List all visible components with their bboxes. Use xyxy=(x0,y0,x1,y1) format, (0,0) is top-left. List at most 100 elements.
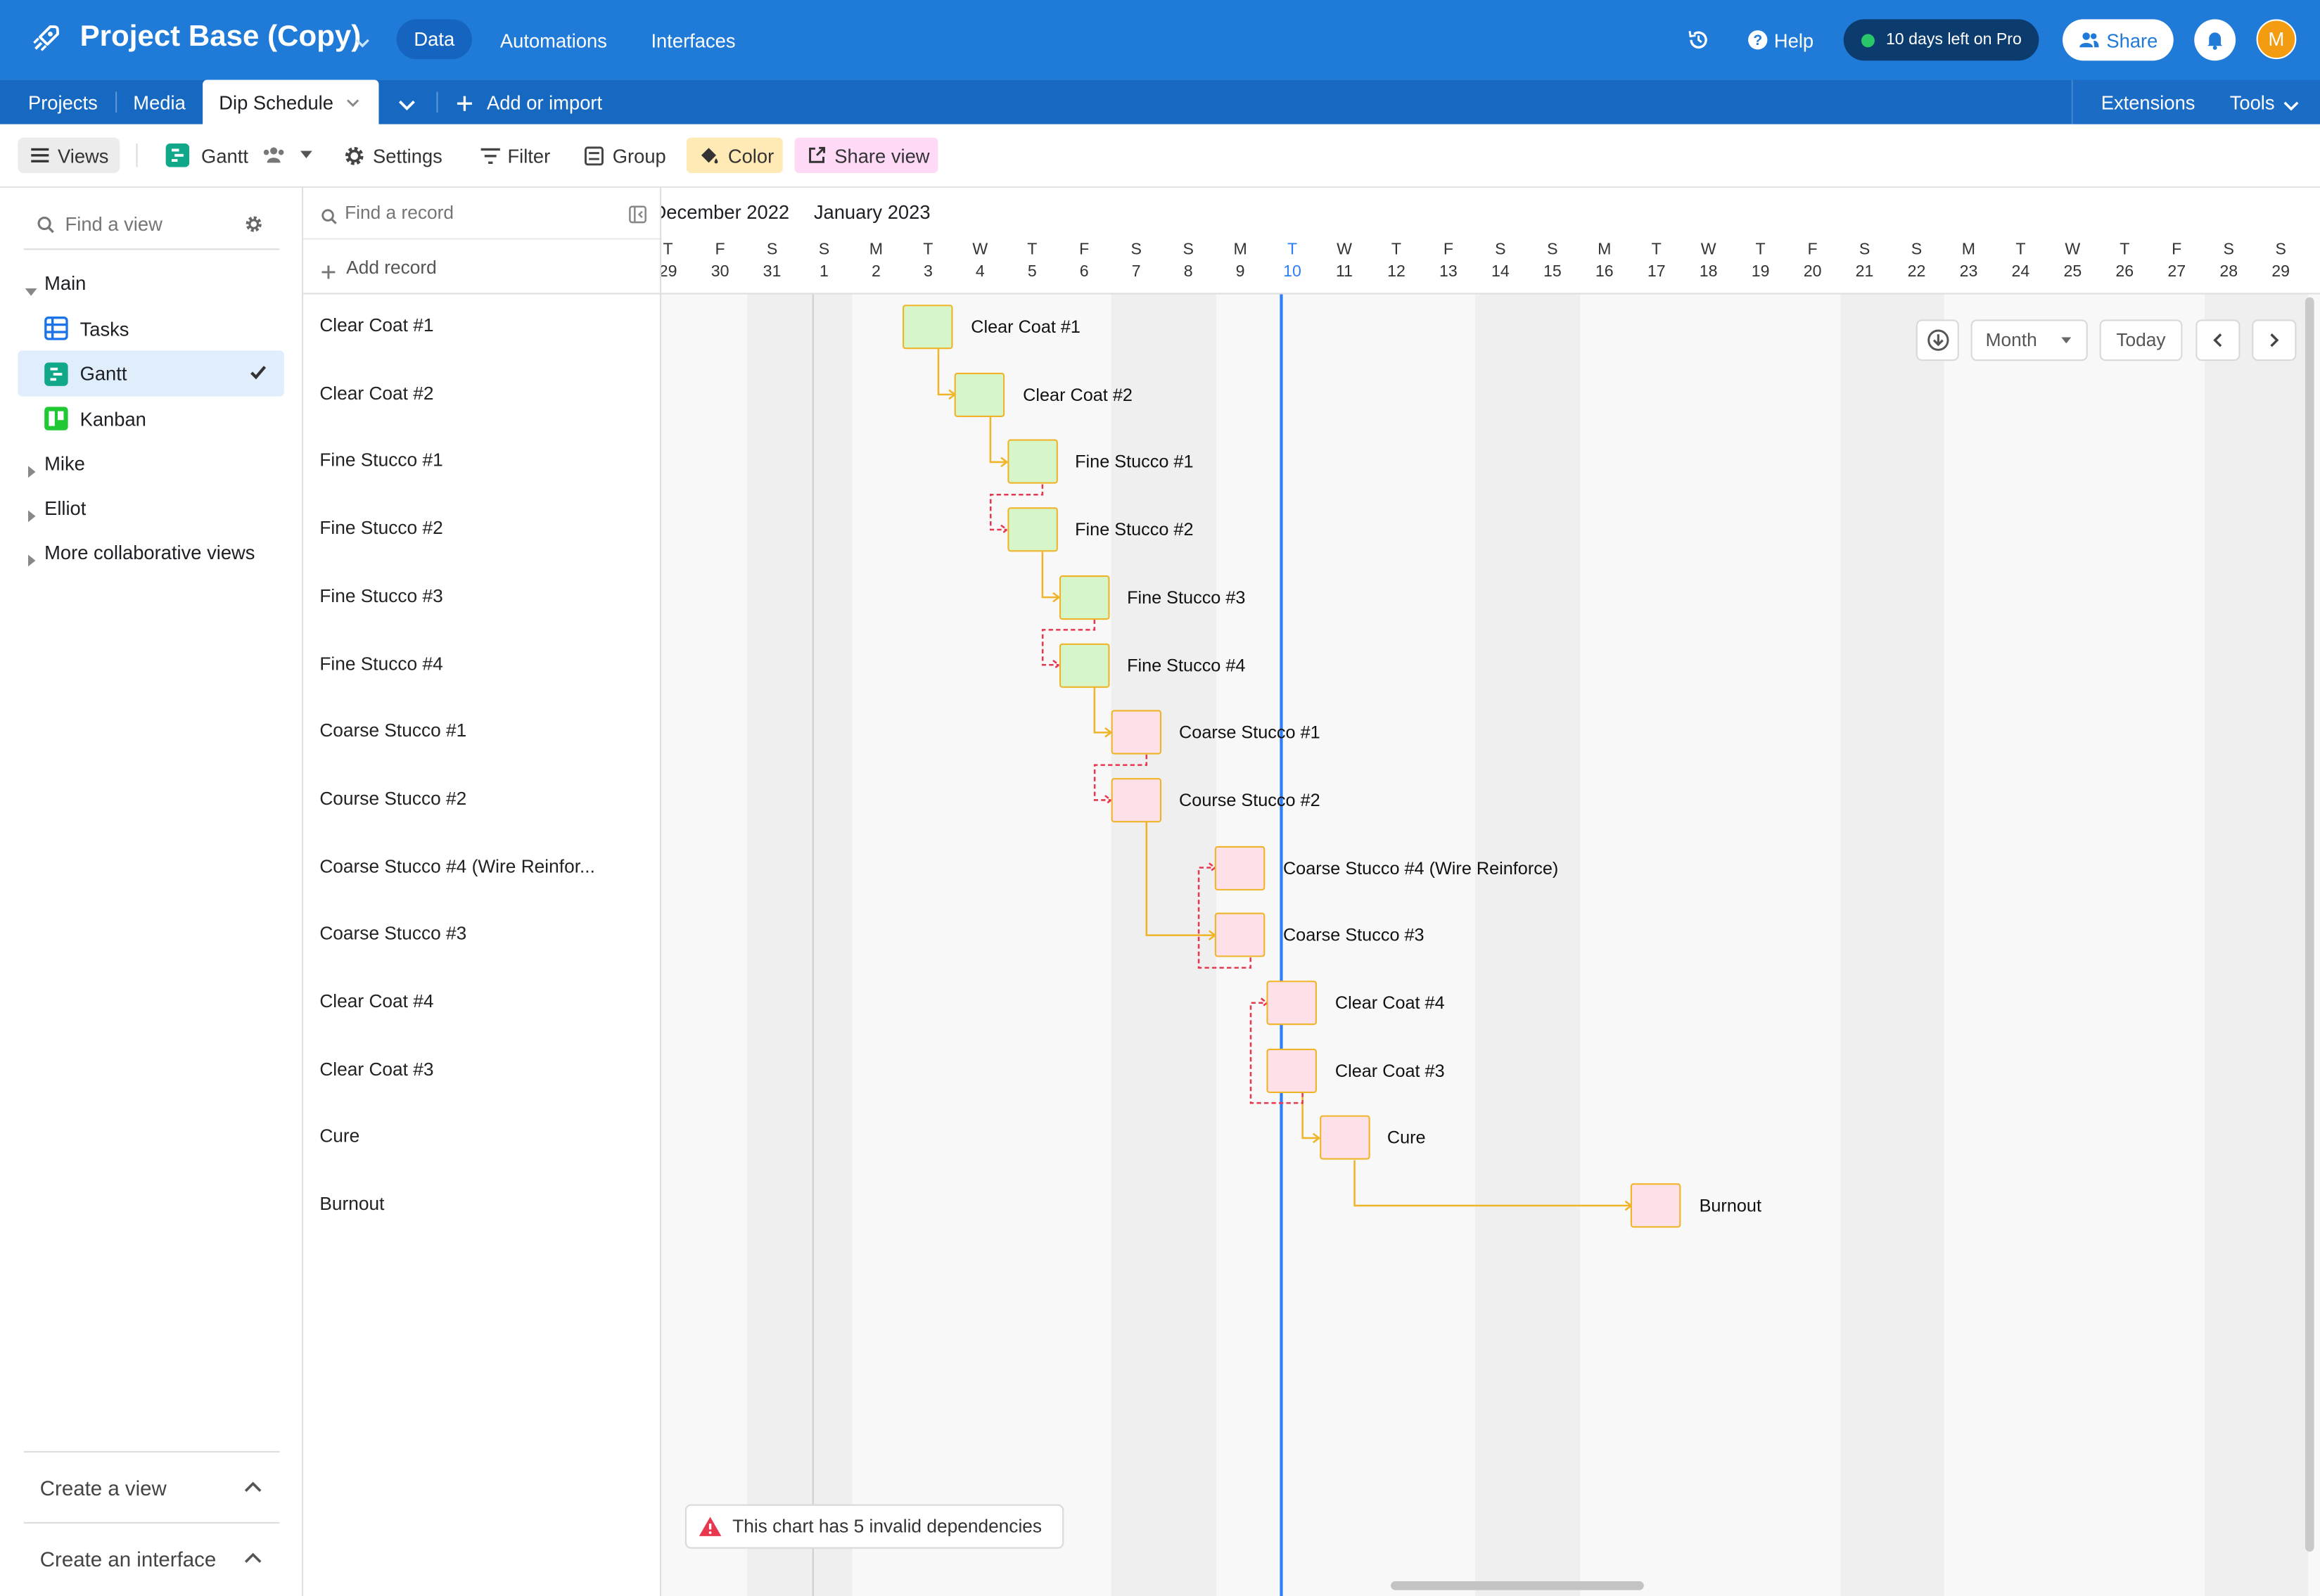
views-toggle-button[interactable]: Views xyxy=(18,137,120,174)
download-button[interactable] xyxy=(1916,319,1959,362)
share-button[interactable]: Share xyxy=(2063,19,2174,61)
all-tables-chevron-icon[interactable] xyxy=(398,95,416,113)
share-label: Share xyxy=(2106,29,2158,51)
vertical-scrollbar[interactable] xyxy=(2305,297,2314,1552)
record-row[interactable]: Clear Coat #1 xyxy=(319,314,434,336)
task-bar[interactable] xyxy=(1215,845,1266,890)
group-button[interactable]: Group xyxy=(585,138,666,173)
record-row[interactable]: Clear Coat #2 xyxy=(319,382,434,404)
day-number: 15 xyxy=(1543,263,1562,281)
sidebar-item-kanban[interactable]: Kanban xyxy=(44,404,146,433)
help-link[interactable]: Help xyxy=(1773,30,1814,52)
sidebar-settings-gear-icon[interactable] xyxy=(244,215,263,234)
day-number: 24 xyxy=(2011,263,2030,281)
nav-interfaces[interactable]: Interfaces xyxy=(651,30,736,52)
next-period-button[interactable] xyxy=(2252,319,2297,362)
hamburger-icon xyxy=(31,148,49,162)
record-row[interactable]: Fine Stucco #1 xyxy=(319,450,443,471)
record-row[interactable]: Clear Coat #4 xyxy=(319,990,434,1012)
search-icon xyxy=(37,215,55,234)
extensions-button[interactable]: Extensions xyxy=(2101,91,2195,113)
task-bar[interactable] xyxy=(1111,777,1161,822)
record-row[interactable]: Coarse Stucco #1 xyxy=(319,720,467,741)
task-bar[interactable] xyxy=(1215,913,1266,958)
record-row[interactable]: Fine Stucco #3 xyxy=(319,585,443,606)
avatar[interactable]: M xyxy=(2256,19,2297,60)
filter-button[interactable]: Filter xyxy=(480,138,550,173)
sidebar-section-elliot[interactable]: Elliot xyxy=(44,497,87,520)
task-bar[interactable] xyxy=(1319,1116,1370,1161)
trial-badge[interactable]: 10 days left on Pro xyxy=(1843,19,2039,61)
horizontal-scrollbar[interactable] xyxy=(1391,1581,1644,1590)
task-bar[interactable] xyxy=(903,305,953,350)
chevron-up-icon[interactable] xyxy=(244,1476,262,1492)
collapse-panel-icon[interactable] xyxy=(629,204,646,224)
notifications-button[interactable] xyxy=(2194,19,2236,61)
sidebar-item-gantt[interactable]: Gantt xyxy=(18,350,284,397)
task-bar[interactable] xyxy=(1267,1048,1318,1093)
record-row[interactable]: Course Stucco #2 xyxy=(319,788,467,810)
tab-media[interactable]: Media xyxy=(133,91,186,113)
today-line xyxy=(1280,294,1283,1596)
find-view-input[interactable] xyxy=(65,208,228,238)
color-button[interactable]: Color xyxy=(686,137,783,174)
time-scale-select[interactable]: Month xyxy=(1970,319,2088,362)
task-bar[interactable] xyxy=(955,372,1005,417)
prev-period-button[interactable] xyxy=(2195,319,2241,362)
task-bar[interactable] xyxy=(1267,981,1318,1026)
chevron-up-icon[interactable] xyxy=(244,1547,262,1563)
expand-triangle-icon[interactable] xyxy=(27,503,37,523)
tab-dip-schedule[interactable]: Dip Schedule xyxy=(203,79,379,126)
sidebar-section-mike[interactable]: Mike xyxy=(44,452,85,475)
today-button[interactable]: Today xyxy=(2099,319,2183,362)
record-row[interactable]: Cure xyxy=(319,1126,360,1147)
day-letter: T xyxy=(1287,241,1298,260)
day-number: 29 xyxy=(661,263,677,281)
nav-automations[interactable]: Automations xyxy=(499,30,607,52)
task-bar[interactable] xyxy=(1007,507,1057,552)
collapse-triangle-icon[interactable] xyxy=(25,278,37,296)
record-row[interactable]: Coarse Stucco #4 (Wire Reinfor... xyxy=(319,855,595,877)
day-number: 5 xyxy=(1027,263,1037,281)
help-icon[interactable]: ? xyxy=(1747,30,1768,50)
sidebar-section-more-collaborative[interactable]: More collaborative views xyxy=(44,541,255,564)
base-title[interactable]: Project Base (Copy) xyxy=(79,20,362,53)
create-view-button[interactable]: Create a view xyxy=(39,1476,167,1500)
tab-projects[interactable]: Projects xyxy=(27,91,98,113)
plus-icon[interactable] xyxy=(456,93,473,111)
nav-data[interactable]: Data xyxy=(396,19,472,60)
record-row[interactable]: Clear Coat #3 xyxy=(319,1058,434,1080)
toolbar-divider xyxy=(136,143,138,167)
task-bar[interactable] xyxy=(1111,710,1161,755)
record-row[interactable]: Fine Stucco #2 xyxy=(319,518,443,539)
invalid-dependencies-warning[interactable]: This chart has 5 invalid dependencies xyxy=(684,1504,1064,1549)
plus-icon[interactable] xyxy=(321,260,336,279)
history-icon[interactable] xyxy=(1687,28,1711,52)
base-menu-chevron-icon[interactable] xyxy=(355,31,370,48)
create-interface-button[interactable]: Create an interface xyxy=(39,1547,217,1571)
task-bar[interactable] xyxy=(1631,1183,1682,1228)
record-row[interactable]: Fine Stucco #4 xyxy=(319,653,443,674)
records-divider xyxy=(303,238,661,240)
group-label: Group xyxy=(612,144,666,167)
gantt-view-switcher[interactable]: Gantt xyxy=(165,138,312,173)
task-bar[interactable] xyxy=(1059,575,1109,620)
task-bar[interactable] xyxy=(1059,642,1109,687)
tools-button[interactable]: Tools xyxy=(2229,91,2275,113)
share-view-button[interactable]: Share view xyxy=(794,137,938,174)
add-record-button[interactable]: Add record xyxy=(346,257,437,279)
find-record-input[interactable] xyxy=(345,199,611,226)
add-or-import-button[interactable]: Add or import xyxy=(486,91,603,113)
base-logo-icon[interactable] xyxy=(30,23,62,55)
sidebar-item-tasks[interactable]: Tasks xyxy=(44,314,129,343)
day-letter: F xyxy=(2172,241,2182,260)
task-bar[interactable] xyxy=(1007,440,1057,485)
record-row[interactable]: Coarse Stucco #3 xyxy=(319,923,467,945)
settings-button[interactable]: Settings xyxy=(343,138,442,173)
record-row[interactable]: Burnout xyxy=(319,1194,385,1215)
expand-triangle-icon[interactable] xyxy=(27,547,37,567)
day-number: 6 xyxy=(1079,263,1089,281)
table-tab-bar xyxy=(0,79,2320,125)
expand-triangle-icon[interactable] xyxy=(27,459,37,478)
sidebar-section-main[interactable]: Main xyxy=(44,272,87,295)
